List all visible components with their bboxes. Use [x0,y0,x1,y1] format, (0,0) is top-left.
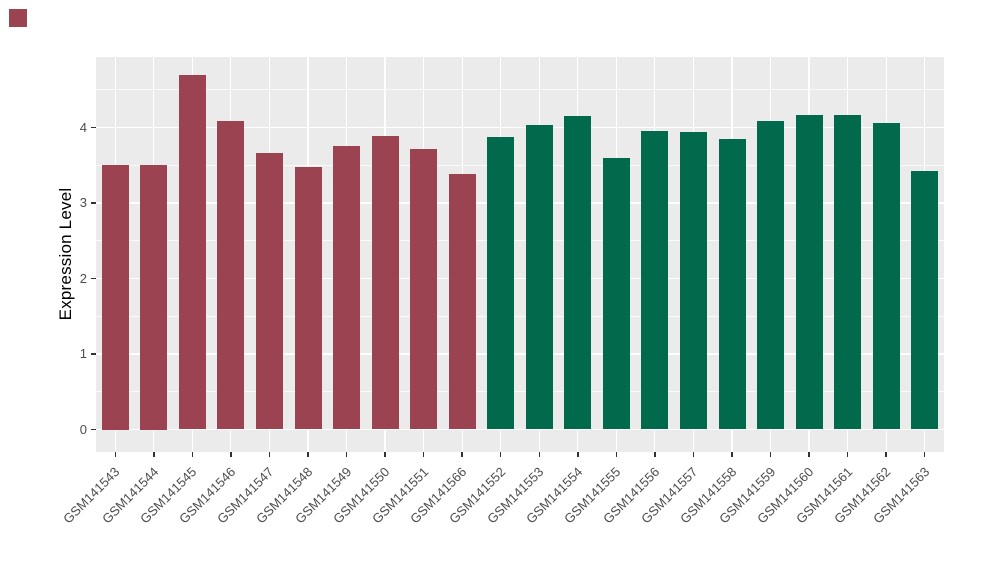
bar-GSM141548 [294,166,322,430]
bar-GSM141560 [795,115,823,430]
y-tick-label-2: 2 [79,270,87,286]
x-tick-mark-GSM141547 [268,452,271,457]
bar-GSM141552 [487,137,515,430]
bar-GSM141547 [255,153,283,430]
x-tick-mark-GSM141551 [422,452,425,457]
x-tick-mark-GSM141566 [461,452,463,457]
bar-GSM141554 [564,116,592,430]
y-tick-mark-4 [91,126,96,129]
y-tick-label-1: 1 [79,346,87,361]
gridline-minor-y-3.5 [96,164,944,166]
x-tick-mark-GSM141561 [846,452,849,457]
bar-GSM141550 [371,135,399,430]
x-tick-mark-GSM141548 [307,452,309,457]
bar-GSM141563 [911,170,939,430]
bar-GSM141555 [602,157,630,430]
x-tick-mark-GSM141549 [345,452,348,457]
bar-GSM141562 [872,122,900,430]
y-tick-mark-2 [91,277,96,280]
gridline-major-y-0 [96,428,944,431]
bar-GSM141557 [679,132,707,430]
y-tick-label-3: 3 [79,195,87,210]
x-tick-mark-GSM141555 [615,452,618,457]
x-tick-mark-GSM141553 [538,452,541,457]
x-tick-mark-GSM141554 [577,452,579,457]
y-tick-mark-1 [91,353,96,355]
gridline-major-y-4 [96,126,944,129]
bar-GSM141544 [140,165,168,430]
bar-GSM141561 [834,115,862,430]
bar-GSM141566 [448,173,476,430]
gridline-major-y-1 [96,353,944,355]
gridline-minor-y-0.5 [96,391,944,393]
x-tick-mark-GSM141562 [885,452,887,457]
x-tick-mark-GSM141546 [230,452,232,457]
gridline-minor-y-4.5 [96,89,944,91]
x-tick-mark-GSM141563 [923,452,926,457]
y-tick-label-4: 4 [79,119,87,135]
x-tick-mark-GSM141557 [692,452,695,457]
plot-panel [96,57,944,452]
bar-GSM141551 [410,149,438,430]
x-tick-mark-GSM141556 [654,452,656,457]
bar-GSM141545 [178,74,206,430]
bar-GSM141559 [757,121,785,430]
y-tick-label-0: 0 [79,421,87,437]
bar-GSM141543 [101,165,129,430]
x-tick-mark-GSM141558 [731,452,733,457]
x-tick-mark-GSM141545 [191,452,194,457]
x-tick-mark-GSM141560 [808,452,810,457]
gridline-major-y-2 [96,277,944,280]
x-tick-mark-GSM141544 [153,452,155,457]
corner-marker [9,9,27,27]
bar-GSM141556 [641,131,669,430]
x-tick-mark-GSM141552 [499,452,502,457]
bar-GSM141553 [525,125,553,430]
x-tick-mark-GSM141543 [114,452,117,457]
gridline-minor-y-2.5 [96,240,944,242]
gridline-minor-y-1.5 [96,315,944,317]
bar-GSM141546 [217,120,245,430]
x-tick-mark-GSM141550 [384,452,386,457]
y-tick-mark-0 [91,428,96,431]
gridline-major-y-3 [96,202,944,204]
y-tick-mark-3 [91,202,96,204]
bar-GSM141558 [718,138,746,430]
bar-GSM141549 [333,145,361,430]
x-tick-mark-GSM141559 [769,452,772,457]
